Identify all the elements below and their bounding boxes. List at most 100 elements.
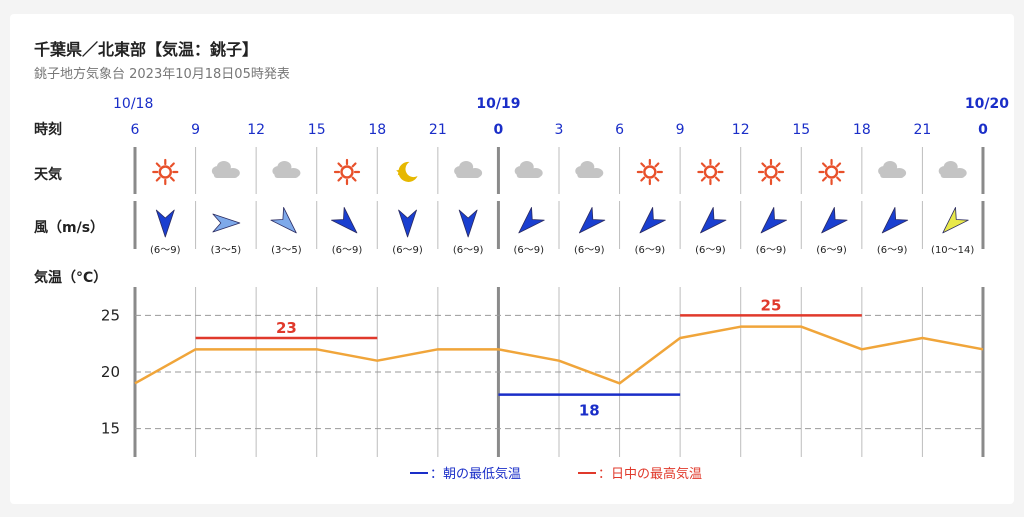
wind-arrow-shape [760, 207, 787, 234]
sun-ray [640, 176, 646, 182]
grid-layer [133, 147, 985, 457]
sun-ray [836, 176, 842, 182]
sun-ray [761, 162, 767, 168]
star-shape [396, 167, 405, 176]
wind-arrow-shape [881, 207, 909, 234]
sun-icon [636, 158, 663, 186]
sun-disc [824, 165, 839, 179]
wind-speed-label: (6〜9) [574, 245, 605, 256]
wind-arrow-icon [155, 209, 175, 238]
sun-ray [351, 176, 357, 182]
sun-disc [643, 165, 657, 179]
legend-max-label: ：日中の最高気温 [598, 466, 702, 482]
cloud-icon [514, 161, 543, 178]
cloud-icon [272, 161, 301, 178]
sun-disc [158, 165, 172, 179]
wind-speed-label: (6〜9) [453, 245, 484, 256]
wind-arrow-icon [881, 207, 909, 234]
sun-ray [700, 176, 706, 182]
weather-row-label: 天気 [34, 166, 62, 183]
sun-icon [697, 158, 724, 186]
sun-ray [155, 176, 161, 182]
wind-arrow-icon [270, 207, 297, 234]
cloud-icon [938, 161, 967, 178]
time-label: 15 [308, 122, 326, 138]
sun-ray [761, 176, 767, 182]
wind-arrow-icon [458, 209, 478, 238]
wind-speed-label: (6〜9) [392, 245, 423, 256]
sun-ray [714, 176, 721, 182]
wind-arrow-shape [270, 207, 297, 234]
sun-disc [703, 165, 718, 179]
wind-arrow-shape [458, 209, 478, 238]
sun-icon [757, 158, 785, 186]
sun-disc [764, 165, 778, 179]
wind-speed-label: (6〜9) [877, 245, 908, 256]
cloud-base [940, 172, 965, 178]
sun-ray [337, 176, 343, 182]
time-label: 21 [429, 122, 447, 138]
sun-ray [351, 162, 357, 168]
wind-arrow-icon [331, 207, 358, 234]
max-temp-label: 23 [276, 319, 297, 337]
wind-arrow-shape [518, 207, 545, 234]
sun-ray [640, 162, 646, 168]
cloud-base [213, 172, 238, 178]
wind-speed-label: (6〜9) [816, 245, 847, 256]
y-tick-label: 25 [101, 306, 120, 324]
temperature-row-label: 気温（°C） [34, 269, 107, 286]
time-label: 12 [247, 122, 265, 138]
plot-layer: 15 20 25 23 25 18 [101, 296, 984, 438]
time-label: 18 [368, 122, 386, 138]
wind-arrow-shape [331, 207, 358, 234]
date-label: 10/18 [113, 96, 153, 112]
time-label: 3 [555, 122, 564, 138]
time-label: 21 [913, 122, 931, 138]
wind-arrow-icon [518, 207, 545, 234]
date-label: 10/19 [476, 96, 520, 112]
header-rows-layer: 10/18 10/19 10/20 6 9 12 15 18 21 0 3 6 9 12 15 18 21 0 (6… [113, 96, 1009, 256]
sun-ray [821, 162, 827, 168]
min-temp-label: 18 [579, 402, 600, 420]
wind-speed-label: (6〜9) [513, 245, 544, 256]
legend: ：朝の最低気温 ：日中の最高気温 [410, 466, 702, 482]
time-label: 9 [191, 122, 200, 138]
sun-ray [775, 162, 781, 168]
sun-ray [654, 176, 660, 182]
time-label: 6 [131, 122, 140, 138]
wind-speed-label: (10〜14) [931, 245, 974, 256]
sun-icon [152, 158, 179, 186]
max-temp-label: 25 [761, 296, 782, 314]
temperature-line [134, 325, 984, 385]
sun-ray [836, 162, 842, 168]
wind-arrow-shape [821, 207, 848, 234]
wind-arrow-icon [700, 207, 727, 234]
wind-arrow-shape [700, 207, 727, 234]
sun-icon [333, 158, 361, 186]
wind-speed-label: (6〜9) [150, 245, 181, 256]
wind-speed-label: (6〜9) [756, 245, 787, 256]
wind-arrow-shape [578, 207, 606, 234]
cloud-icon [575, 161, 604, 178]
cloud-base [456, 172, 481, 178]
wind-arrow-shape [398, 209, 417, 238]
time-label: 0 [978, 122, 988, 138]
sun-ray [700, 162, 706, 168]
time-row-label: 時刻 [34, 121, 62, 138]
wind-speed-label: (3〜5) [211, 245, 242, 256]
wind-arrow-shape [155, 209, 175, 238]
forecast-card [10, 14, 1014, 504]
wind-arrow-shape [942, 207, 969, 234]
time-label: 18 [853, 122, 871, 138]
sun-icon [818, 158, 845, 186]
wind-speed-label: (6〜9) [695, 245, 726, 256]
time-label: 0 [494, 122, 504, 138]
time-label: 12 [732, 122, 750, 138]
time-label: 15 [792, 122, 810, 138]
legend-min-label: ：朝の最低気温 [430, 466, 521, 482]
sun-ray [775, 176, 781, 182]
wind-arrow-icon [821, 207, 848, 234]
cloud-base [880, 172, 905, 178]
wind-arrow-icon [942, 207, 969, 234]
